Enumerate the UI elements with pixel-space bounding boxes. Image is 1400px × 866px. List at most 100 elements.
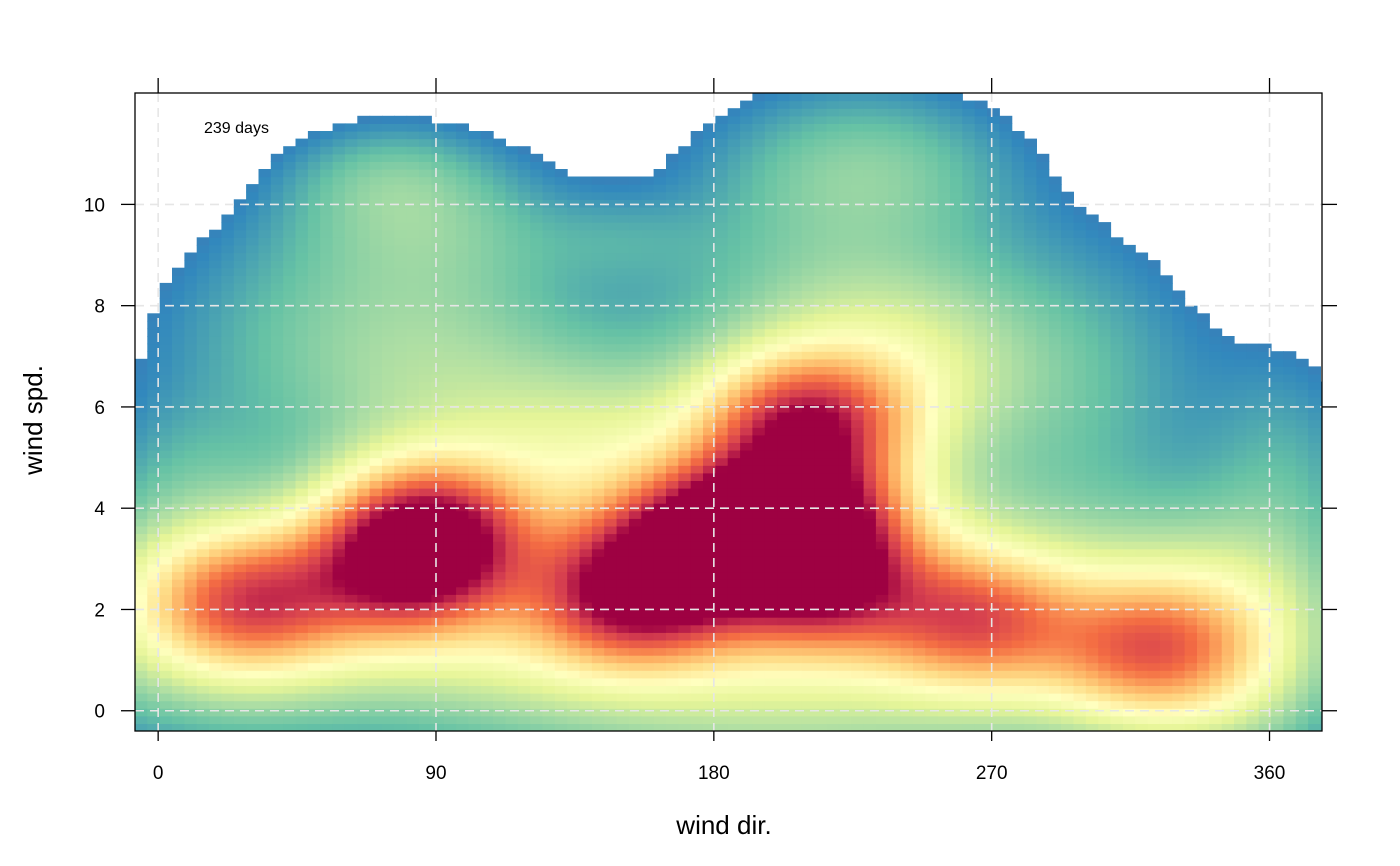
heat-cell (591, 715, 605, 724)
heat-cell (690, 533, 704, 542)
heat-cell (394, 533, 408, 542)
heat-cell (295, 601, 309, 611)
heat-cell (419, 131, 432, 140)
heat-cell (542, 412, 556, 421)
heat-cell (913, 131, 926, 140)
heat-cell (752, 93, 766, 102)
heat-cell (295, 480, 309, 489)
heat-cell (246, 442, 259, 451)
heat-cell (567, 214, 581, 223)
heat-cell (752, 647, 766, 656)
heat-cell (777, 123, 790, 132)
heat-cell (616, 624, 630, 633)
heat-cell (678, 457, 692, 466)
heat-cell (715, 541, 729, 550)
heat-cell (209, 336, 222, 345)
heat-cell (888, 343, 902, 352)
heat-cell (184, 563, 198, 573)
heat-cell (270, 700, 284, 709)
heat-cell (814, 282, 828, 292)
heat-cell (283, 647, 297, 656)
heat-cell (369, 700, 383, 709)
heat-cell (826, 123, 840, 132)
heat-cell (307, 548, 321, 557)
heat-cell (542, 199, 556, 208)
heat-cell (925, 115, 939, 124)
heat-cell (344, 518, 358, 527)
heat-cell (678, 237, 692, 246)
heat-cell (246, 541, 259, 550)
heat-cell (295, 510, 309, 519)
heat-cell (147, 609, 161, 618)
heat-cell (616, 184, 630, 193)
heat-cell (172, 503, 185, 512)
heat-cell (283, 715, 297, 724)
heat-cell (875, 624, 889, 633)
heat-cell (727, 571, 741, 580)
heat-cell (172, 404, 185, 413)
heat-cell (419, 723, 432, 731)
heat-cell (258, 328, 272, 337)
heat-cell (480, 525, 494, 535)
heat-cell (419, 115, 432, 124)
heat-cell (135, 609, 148, 618)
heat-cell (826, 153, 840, 162)
heat-cell (530, 677, 544, 686)
heat-cell (406, 677, 420, 686)
heat-cell (307, 206, 321, 216)
heat-cell (542, 662, 556, 671)
heat-cell (468, 609, 482, 618)
heat-cell (567, 594, 581, 603)
heat-cell (196, 685, 210, 694)
heat-cell (147, 624, 161, 633)
heat-cell (913, 465, 926, 474)
heat-cell (517, 495, 531, 504)
heat-cell (295, 381, 309, 390)
heat-cell (172, 662, 185, 671)
heat-cell (394, 161, 408, 170)
heat-cell (851, 389, 865, 398)
heat-cell (369, 480, 383, 489)
heat-cell (690, 381, 704, 390)
heat-cell (740, 260, 753, 269)
heat-cell (789, 389, 803, 398)
heat-cell (431, 548, 445, 557)
heat-cell (690, 503, 704, 512)
heat-cell (653, 381, 667, 390)
heat-cell (801, 351, 815, 360)
heat-cell (159, 450, 173, 459)
heat-cell (443, 290, 457, 299)
heat-cell (875, 662, 889, 671)
heat-cell (913, 244, 926, 254)
heat-cell (703, 647, 716, 656)
heat-cell (246, 374, 259, 383)
heat-cell (456, 624, 469, 633)
heat-cell (233, 655, 247, 664)
heat-cell (740, 700, 753, 709)
heat-cell (258, 169, 272, 178)
heat-cell (270, 290, 284, 299)
heat-cell (357, 594, 371, 603)
heat-cell (394, 541, 408, 550)
heat-cell (628, 419, 642, 428)
heat-cell (221, 693, 235, 702)
heat-cell (443, 389, 457, 398)
heat-cell (357, 632, 371, 641)
heat-cell (653, 525, 667, 535)
heat-cell (246, 290, 259, 299)
heat-cell (258, 609, 272, 618)
heat-cell (382, 457, 395, 466)
heat-cell (295, 427, 309, 436)
heat-cell (678, 586, 692, 595)
heat-cell (913, 693, 926, 702)
heat-cell (295, 450, 309, 459)
heat-cell (246, 662, 259, 671)
heat-cell (344, 434, 358, 443)
heat-cell (888, 100, 902, 109)
heat-cell (320, 351, 334, 360)
heat-cell (554, 244, 568, 254)
heat-cell (209, 320, 222, 330)
heat-cell (616, 320, 630, 330)
heat-cell (875, 169, 889, 178)
heat-cell (740, 450, 753, 459)
